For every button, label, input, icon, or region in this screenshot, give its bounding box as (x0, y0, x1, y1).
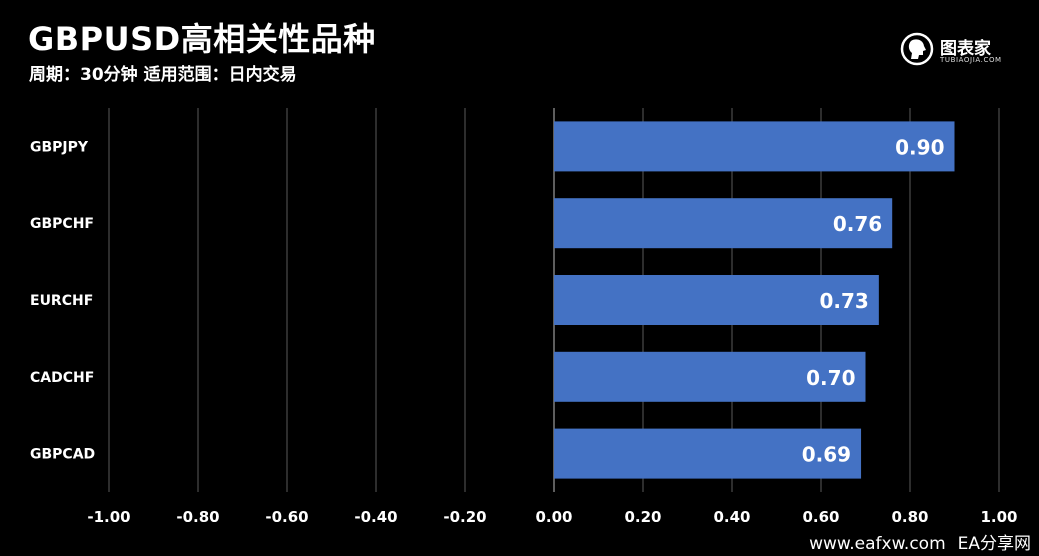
bar-value-label: 0.90 (895, 135, 944, 159)
logo-subtext: TUBIAOJIA.COM (940, 56, 1002, 64)
bar-value-label: 0.73 (819, 289, 868, 313)
bar-value-label: 0.69 (802, 443, 851, 467)
bar (554, 198, 893, 249)
head-silhouette-icon (900, 32, 934, 66)
category-label: GBPJPY (30, 139, 89, 155)
x-tick-label: 0.80 (891, 508, 928, 526)
x-tick-label: 1.00 (980, 508, 1017, 526)
x-tick-label: -0.40 (354, 508, 397, 526)
bar (554, 275, 879, 325)
bar-value-label: 0.70 (806, 366, 855, 390)
x-tick-label: -0.20 (443, 508, 486, 526)
chart-subtitle: 周期：30分钟 适用范围：日内交易 (29, 65, 297, 85)
labels: -1.00 -0.80 -0.60 -0.40 -0.20 0.00 0.20 0.40 0.6… (30, 135, 1018, 526)
footer-site: www.eafxw.com (809, 534, 946, 554)
bar (554, 121, 955, 172)
category-label: GBPCAD (30, 447, 95, 463)
category-label: GBPCHF (30, 216, 94, 232)
bar-value-label: 0.76 (833, 212, 882, 236)
x-tick-label: 0.20 (624, 508, 661, 526)
category-label: CADCHF (30, 370, 94, 386)
chart-title: GBPUSD高相关性品种 (28, 20, 376, 58)
x-tick-label: -1.00 (87, 508, 130, 526)
bar (554, 428, 862, 479)
bar (554, 351, 866, 402)
bars (554, 121, 955, 479)
footer-watermark: www.eafxw.com EA分享网 (797, 529, 1031, 554)
category-label: EURCHF (30, 293, 93, 309)
x-tick-label: 0.40 (713, 508, 750, 526)
x-tick-label: -0.80 (176, 508, 219, 526)
x-tick-label: -0.60 (265, 508, 308, 526)
x-tick-label: 0.00 (535, 508, 572, 526)
brand-logo: 图表家 TUBIAOJIA.COM (900, 32, 1012, 68)
footer-brand: EA分享网 (957, 534, 1031, 554)
x-tick-label: 0.60 (802, 508, 839, 526)
logo-text: 图表家 (940, 39, 991, 59)
